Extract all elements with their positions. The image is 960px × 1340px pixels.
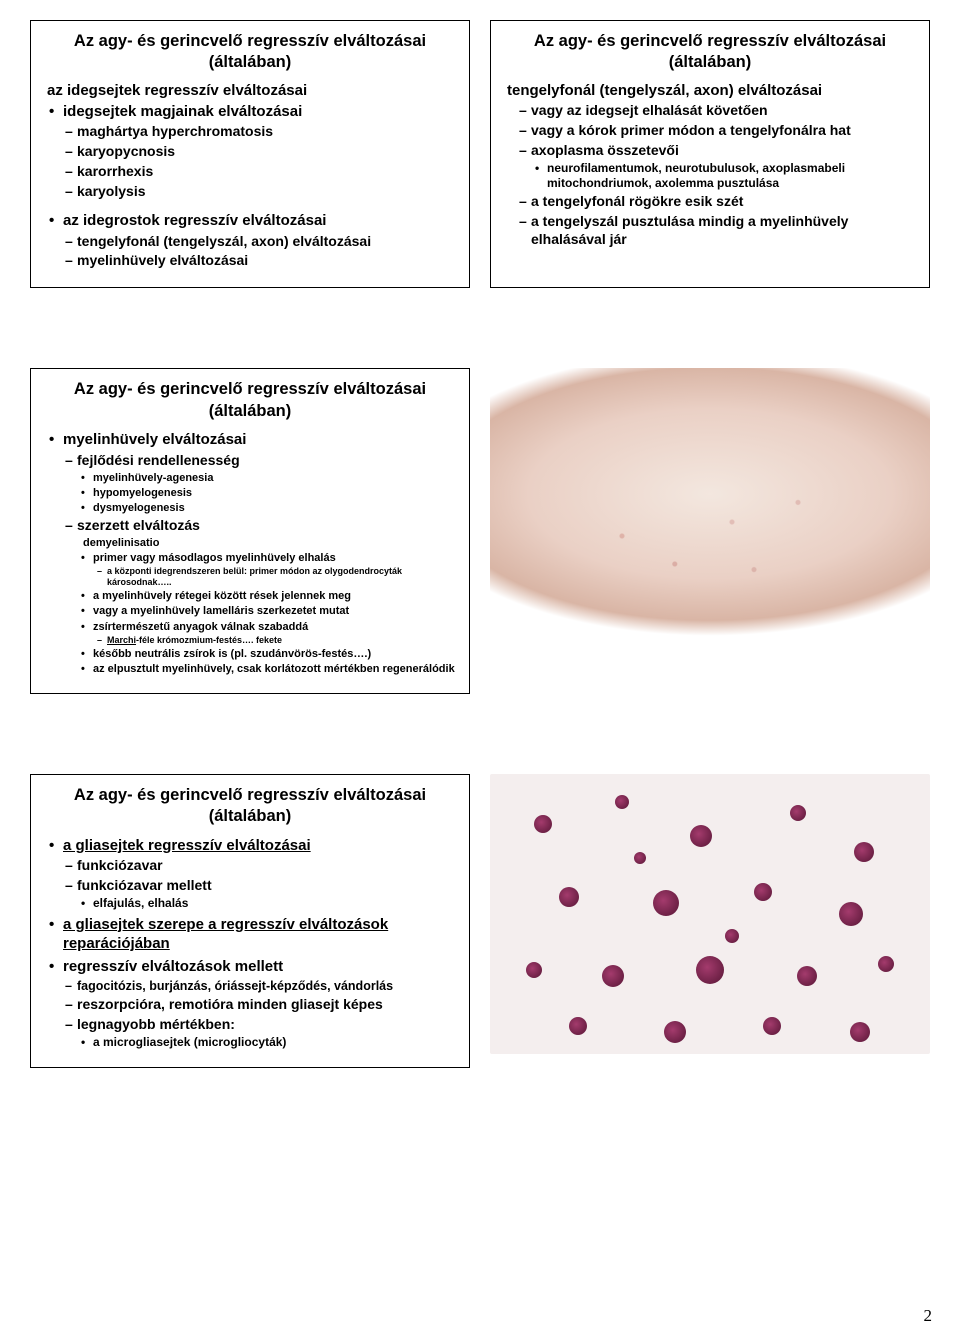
- l2-text: axoplasma összetevői: [531, 142, 679, 158]
- list-item: később neutrális zsírok is (pl. szudánvö…: [81, 647, 457, 661]
- title-line-1: Az agy- és gerincvelő regresszív elválto…: [74, 786, 426, 804]
- title-line-2: (általában): [669, 53, 752, 71]
- panel-1-subtitle: az idegsejtek regresszív elváltozásai: [47, 82, 457, 99]
- list-item: myelinhüvely elváltozásai fejlődési rend…: [49, 430, 457, 676]
- title-line-1: Az agy- és gerincvelő regresszív elválto…: [74, 380, 426, 398]
- list-item: a myelinhüvely rétegei között rések jele…: [81, 589, 457, 603]
- title-line-1: Az agy- és gerincvelő regresszív elválto…: [74, 32, 426, 50]
- l1-text: regresszív elváltozások mellett: [63, 958, 283, 975]
- list-item: zsírtermészetű anyagok válnak szabaddá M…: [81, 620, 457, 646]
- l2-text: szerzett elváltozás: [77, 517, 200, 533]
- list-item: karorrhexis: [65, 163, 457, 181]
- list-item: primer vagy másodlagos myelinhüvely elha…: [81, 551, 457, 589]
- list-item: elfajulás, elhalás: [81, 896, 457, 911]
- l3-text: primer vagy másodlagos myelinhüvely elha…: [93, 552, 336, 564]
- title-line-1: Az agy- és gerincvelő regresszív elválto…: [534, 32, 886, 50]
- list-item: az idegrostok regresszív elváltozásai te…: [49, 211, 457, 270]
- panel-6-image: [490, 774, 930, 1068]
- l2-text: fejlődési rendellenesség: [77, 452, 240, 468]
- list-item: neurofilamentumok, neurotubulusok, axopl…: [535, 161, 917, 192]
- l3-text: zsírtermészetű anyagok válnak szabaddá: [93, 621, 308, 633]
- l1-text: az idegrostok regresszív elváltozásai: [63, 212, 326, 229]
- panel-1-title: Az agy- és gerincvelő regresszív elválto…: [43, 31, 457, 74]
- list-item: a microgliasejtek (microgliocyták): [81, 1035, 457, 1050]
- l1-text: myelinhüvely elváltozásai: [63, 431, 246, 448]
- list-item: az elpusztult myelinhüvely, csak korláto…: [81, 662, 457, 676]
- histology-image-1: [490, 368, 930, 648]
- panel-2: Az agy- és gerincvelő regresszív elválto…: [490, 20, 930, 288]
- list-item: a gliasejtek szerepe a regresszív elvált…: [49, 915, 457, 954]
- list-item: vagy a kórok primer módon a tengelyfonál…: [519, 122, 917, 140]
- list-item: hypomyelogenesis: [81, 486, 457, 500]
- panel-3: Az agy- és gerincvelő regresszív elválto…: [30, 368, 470, 694]
- list-item: myelinhüvely elváltozásai: [65, 252, 457, 270]
- title-line-2: (általában): [209, 53, 292, 71]
- list-item: karyolysis: [65, 183, 457, 201]
- slide-grid: Az agy- és gerincvelő regresszív elválto…: [30, 20, 930, 1068]
- list-item: vagy a myelinhüvely lamelláris szerkezet…: [81, 604, 457, 618]
- list-item: dysmyelogenesis: [81, 501, 457, 515]
- panel-5: Az agy- és gerincvelő regresszív elválto…: [30, 774, 470, 1068]
- panel-3-title: Az agy- és gerincvelő regresszív elválto…: [43, 379, 457, 422]
- list-item: karyopycnosis: [65, 143, 457, 161]
- panel-2-subtitle: tengelyfonál (tengelyszál, axon) elválto…: [507, 82, 917, 99]
- list-item: funkciózavar: [65, 857, 457, 875]
- title-line-2: (általában): [209, 402, 292, 420]
- l1-text: a gliasejtek szerepe a regresszív elvált…: [63, 916, 388, 953]
- list-item: szerzett elváltozás demyelinisatio prime…: [65, 517, 457, 676]
- list-item: tengelyfonál (tengelyszál, axon) elválto…: [65, 233, 457, 251]
- l2-text: funkciózavar mellett: [77, 877, 212, 893]
- list-item: a tengelyszál pusztulása mindig a myelin…: [519, 213, 917, 249]
- list-item: legnagyobb mértékben: a microgliasejtek …: [65, 1016, 457, 1050]
- l2-text: legnagyobb mértékben:: [77, 1016, 235, 1032]
- list-item: demyelinisatio: [81, 536, 457, 550]
- list-item: maghártya hyperchromatosis: [65, 123, 457, 141]
- list-item: a központi idegrendszeren belül: primer …: [97, 566, 457, 589]
- marchi-rest: -féle krómozmium-festés…. fekete: [136, 635, 282, 645]
- panel-2-title: Az agy- és gerincvelő regresszív elválto…: [503, 31, 917, 74]
- list-item: fagocitózis, burjánzás, óriássejt-képződ…: [65, 978, 457, 994]
- panel-4-image: [490, 368, 930, 694]
- panel-5-title: Az agy- és gerincvelő regresszív elválto…: [43, 785, 457, 828]
- list-item: regresszív elváltozások mellett fagocitó…: [49, 957, 457, 1051]
- list-item: reszorpcióra, remotióra minden gliasejt …: [65, 996, 457, 1014]
- list-item: fejlődési rendellenesség myelinhüvely-ag…: [65, 452, 457, 515]
- l1-text: idegsejtek magjainak elváltozásai: [63, 103, 302, 120]
- histology-dots: [490, 774, 930, 1054]
- list-item: a tengelyfonál rögökre esik szét: [519, 193, 917, 211]
- panel-1: Az agy- és gerincvelő regresszív elválto…: [30, 20, 470, 288]
- list-item: vagy az idegsejt elhalását követően: [519, 102, 917, 120]
- list-item: funkciózavar mellett elfajulás, elhalás: [65, 877, 457, 911]
- list-item: myelinhüvely-agenesia: [81, 471, 457, 485]
- page-number: 2: [924, 1306, 933, 1326]
- list-item: axoplasma összetevői neurofilamentumok, …: [519, 142, 917, 192]
- l1-text: a gliasejtek regresszív elváltozásai: [63, 837, 311, 854]
- list-item: idegsejtek magjainak elváltozásai maghár…: [49, 102, 457, 201]
- list-item: a gliasejtek regresszív elváltozásai fun…: [49, 836, 457, 912]
- marchi-u: Marchi: [107, 635, 136, 645]
- histology-image-2: [490, 774, 930, 1054]
- title-line-2: (általában): [209, 807, 292, 825]
- list-item: Marchi-féle krómozmium-festés…. fekete: [97, 635, 457, 646]
